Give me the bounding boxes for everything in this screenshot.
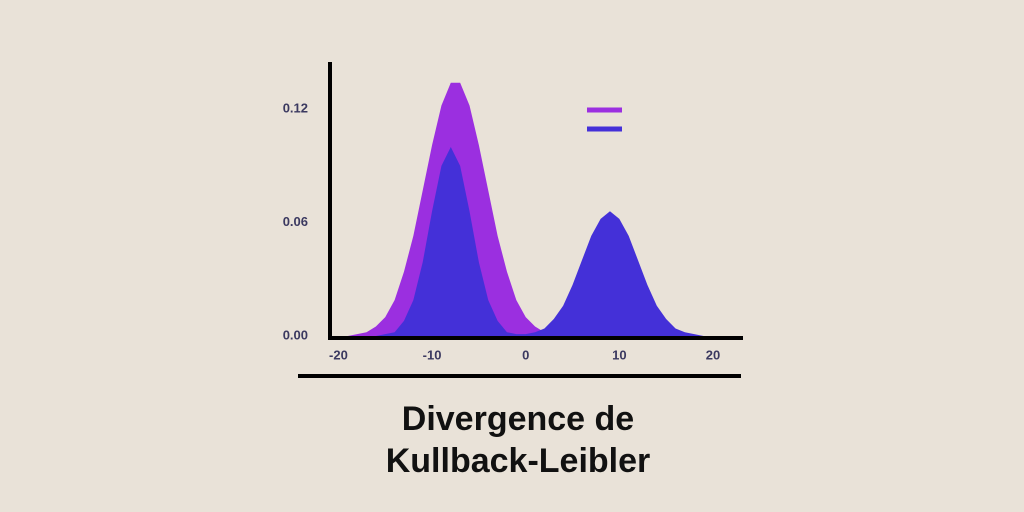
x-tick-label: -10: [423, 347, 442, 362]
y-tick-label: 0.12: [283, 101, 308, 116]
y-tick-label: 0.06: [283, 214, 308, 229]
x-tick-label: 10: [612, 347, 626, 362]
chart-title: Divergence de Kullback-Leibler: [385, 400, 651, 480]
x-tick-label: 20: [706, 347, 720, 362]
area: [347, 147, 713, 336]
y-tick-label: 0.00: [283, 327, 308, 342]
x-tick-label: -20: [329, 347, 348, 362]
x-tick-label: 0: [522, 347, 529, 362]
area: [347, 82, 713, 336]
chart: 0.00 0.06 0.12 -20 -10 0 10 20: [283, 62, 743, 378]
